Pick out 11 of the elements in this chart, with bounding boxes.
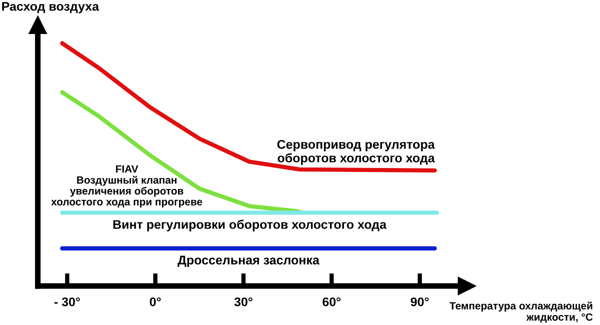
x-tick-label: 90° xyxy=(410,297,429,306)
series-label: Сервопривод регулятора оборотов холостого хода xyxy=(277,140,435,165)
series-label: Винт регулировки оборотов холостого хода xyxy=(113,220,387,232)
x-tick-label: 30° xyxy=(234,297,252,306)
x-tick-label: 60° xyxy=(322,297,341,306)
x-tick-label: 0° xyxy=(150,297,161,306)
series-label: FIAV Воздушный клапан увеличения оборотов холостого хода при прогреве xyxy=(51,165,202,208)
y-axis-title: Расход воздуха xyxy=(2,2,100,14)
x-axis-title: Температура охлаждающей жидкости, °C xyxy=(450,302,593,323)
series-label: Дроссельная заслонка xyxy=(178,256,320,267)
x-tick-label: - 30° xyxy=(54,297,80,306)
